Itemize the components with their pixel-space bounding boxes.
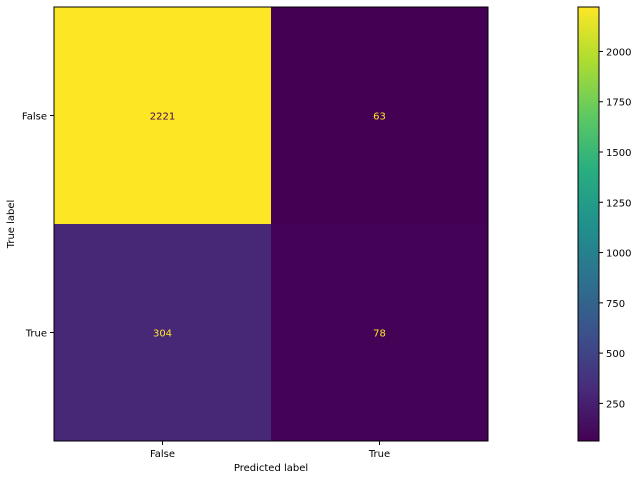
y-tick-label: True	[25, 329, 47, 340]
cell-value-label: 304	[153, 329, 172, 340]
x-axis-label: Predicted label	[234, 463, 308, 474]
x-tick-label: False	[150, 449, 175, 460]
colorbar-tick-label: 1750	[606, 98, 631, 109]
y-axis-ticks: False True	[22, 112, 54, 340]
colorbar-tick-label: 750	[606, 299, 625, 310]
heatmap-cell-labels: 2221 63 304 78	[150, 112, 386, 340]
colorbar-tick-label: 1500	[606, 148, 631, 159]
y-axis-label: True label	[6, 200, 17, 250]
heatmap-cell	[54, 7, 271, 224]
heatmap-cell	[271, 7, 488, 224]
heatmap-cell	[54, 224, 271, 441]
cell-value-label: 2221	[150, 112, 175, 123]
colorbar-tick-label: 500	[606, 349, 625, 360]
x-axis-ticks: False True	[150, 441, 390, 460]
colorbar-ticks: 250 500 750 1000 1250 1500 1750 2000	[599, 47, 631, 410]
heatmap-cell	[271, 224, 488, 441]
colorbar	[577, 6, 600, 442]
heatmap-cells	[54, 7, 488, 441]
colorbar-tick-label: 1250	[606, 198, 631, 209]
cell-value-label: 63	[373, 112, 386, 123]
y-tick-label: False	[22, 112, 47, 123]
colorbar-tick-label: 250	[606, 399, 625, 410]
plot-frame	[53, 6, 489, 442]
colorbar-tick-label: 1000	[606, 249, 631, 260]
cell-value-label: 78	[373, 329, 386, 340]
colorbar-tick-label: 2000	[606, 47, 631, 58]
x-tick-label: True	[368, 449, 390, 460]
